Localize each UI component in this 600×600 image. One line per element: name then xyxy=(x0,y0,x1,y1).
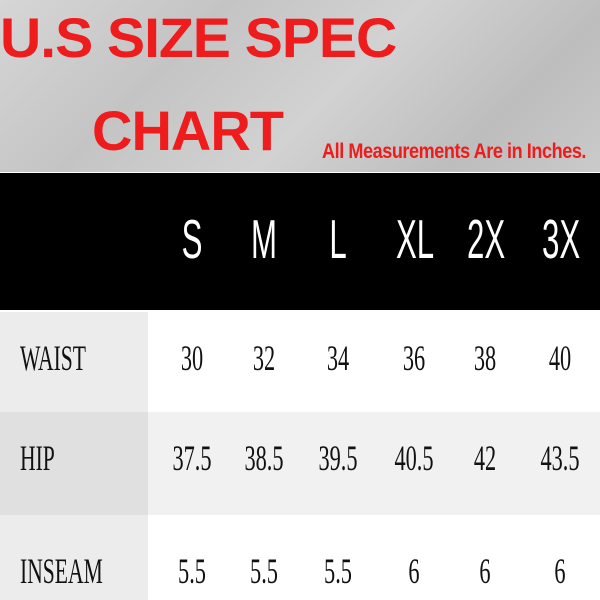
units-note: All Measurements Are in Inches. xyxy=(322,140,587,163)
title-line-1: U.S SIZE SPEC xyxy=(0,6,397,69)
row-label-cell: HIP xyxy=(0,412,148,515)
table-row-waist: WAIST 30 32 34 36 38 40 xyxy=(0,312,600,412)
cell-value: 38 xyxy=(473,338,497,378)
cell-value: 34 xyxy=(326,338,350,378)
cell-value: 32 xyxy=(252,338,276,378)
cell-value: 43.5 xyxy=(540,438,580,478)
cell-value: 6 xyxy=(554,551,566,591)
cell-value: 37.5 xyxy=(172,438,212,478)
header-background: U.S SIZE SPEC CHART All Measurements Are… xyxy=(0,0,600,172)
row-label-cell: WAIST xyxy=(0,312,148,412)
size-header-2x: 2X xyxy=(467,209,506,271)
row-label: HIP xyxy=(20,438,55,478)
row-label: INSEAM xyxy=(20,551,103,591)
cell-value: 5.5 xyxy=(324,551,352,591)
size-header-xl: XL xyxy=(396,209,435,271)
table-row-hip: HIP 37.5 38.5 39.5 40.5 42 43.5 xyxy=(0,412,600,515)
cell-value: 39.5 xyxy=(318,438,358,478)
size-header-band xyxy=(0,173,600,310)
row-label-cell: INSEAM xyxy=(0,515,148,600)
cell-value: 36 xyxy=(402,338,426,378)
size-header-l: L xyxy=(329,209,347,271)
size-header-3x: 3X xyxy=(542,209,581,271)
cell-value: 5.5 xyxy=(178,551,206,591)
cell-value: 30 xyxy=(180,338,204,378)
title-line-2: CHART xyxy=(92,99,284,162)
cell-value: 6 xyxy=(479,551,491,591)
size-header-s: S xyxy=(181,209,203,271)
cell-value: 6 xyxy=(408,551,420,591)
cell-value: 40 xyxy=(548,338,572,378)
cell-value: 42 xyxy=(473,438,497,478)
cell-value: 5.5 xyxy=(250,551,278,591)
table-row-inseam: INSEAM 5.5 5.5 5.5 6 6 6 xyxy=(0,515,600,600)
cell-value: 40.5 xyxy=(394,438,434,478)
size-header-m: M xyxy=(250,209,277,271)
cell-value: 38.5 xyxy=(244,438,284,478)
row-label: WAIST xyxy=(20,338,86,378)
